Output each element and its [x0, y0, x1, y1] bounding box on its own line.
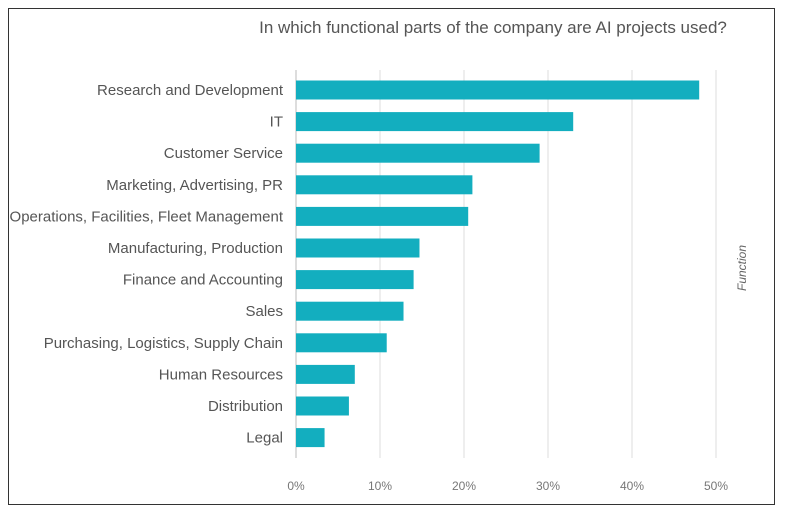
category-label: Sales [245, 303, 283, 320]
bar [296, 333, 387, 353]
bar [296, 112, 574, 132]
bar [296, 143, 540, 163]
chart-title: In which functional parts of the company… [259, 18, 727, 37]
category-label: Operations, Facilities, Fleet Management [10, 208, 284, 225]
x-tick-label: 20% [452, 479, 476, 493]
category-label: Human Resources [159, 366, 283, 383]
x-tick-label: 50% [704, 479, 728, 493]
bar [296, 301, 404, 321]
bar [296, 364, 355, 384]
bar [296, 428, 325, 448]
x-tick-label: 0% [287, 479, 305, 493]
x-tick-label: 30% [536, 479, 560, 493]
axis-side-label: Function [735, 244, 749, 292]
category-label: Distribution [208, 398, 283, 415]
category-label: Purchasing, Logistics, Supply Chain [44, 335, 283, 352]
bar [296, 270, 414, 290]
x-tick-label: 10% [368, 479, 392, 493]
bar [296, 175, 473, 195]
category-label: Manufacturing, Production [108, 240, 283, 257]
category-label: Research and Development [97, 82, 284, 99]
category-label: IT [270, 114, 283, 131]
category-label: Legal [246, 430, 283, 447]
category-label: Customer Service [164, 145, 283, 162]
bar [296, 396, 349, 416]
bar [296, 206, 469, 226]
category-label: Marketing, Advertising, PR [106, 177, 283, 194]
bar [296, 80, 700, 100]
bar [296, 238, 420, 258]
x-tick-label: 40% [620, 479, 644, 493]
category-label: Finance and Accounting [123, 272, 283, 289]
